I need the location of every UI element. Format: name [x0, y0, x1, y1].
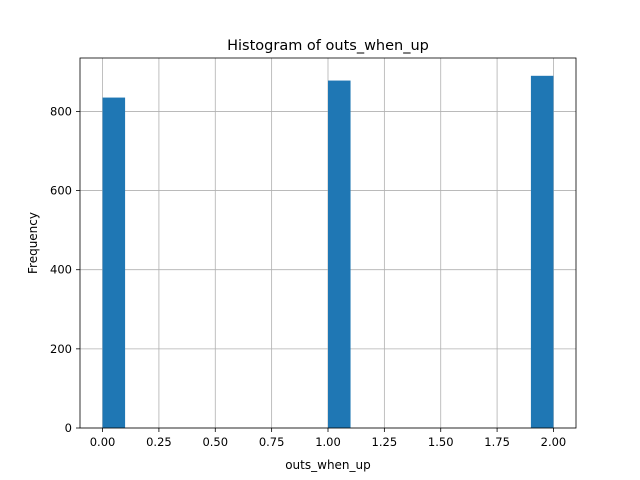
y-axis-ticks: 0 200 400 600 800: [50, 104, 80, 435]
histogram-bar: [102, 97, 126, 428]
x-tick-label: 1.00: [315, 435, 341, 449]
x-tick-label: 1.50: [428, 435, 454, 449]
chart-title: Histogram of outs_when_up: [227, 38, 429, 54]
bars-layer: [102, 75, 554, 428]
y-tick-label: 0: [65, 421, 72, 435]
y-tick-label: 800: [50, 104, 72, 118]
x-tick-label: 0.50: [202, 435, 228, 449]
y-tick-label: 600: [50, 184, 72, 198]
histogram-bar: [530, 75, 554, 428]
x-tick-label: 0.00: [90, 435, 116, 449]
x-axis-ticks: 0.00 0.25 0.50 0.75 1.00 1.25 1.50 1.75 2.00: [90, 428, 567, 449]
y-axis-label: Frequency: [26, 212, 40, 274]
x-tick-label: 0.75: [259, 435, 285, 449]
x-tick-label: 2.00: [541, 435, 567, 449]
x-axis-label: outs_when_up: [285, 458, 371, 472]
histogram-bar: [328, 80, 351, 428]
y-tick-label: 400: [50, 263, 72, 277]
x-tick-label: 0.25: [146, 435, 172, 449]
x-tick-label: 1.25: [372, 435, 398, 449]
x-tick-label: 1.75: [484, 435, 510, 449]
y-tick-label: 200: [50, 342, 72, 356]
